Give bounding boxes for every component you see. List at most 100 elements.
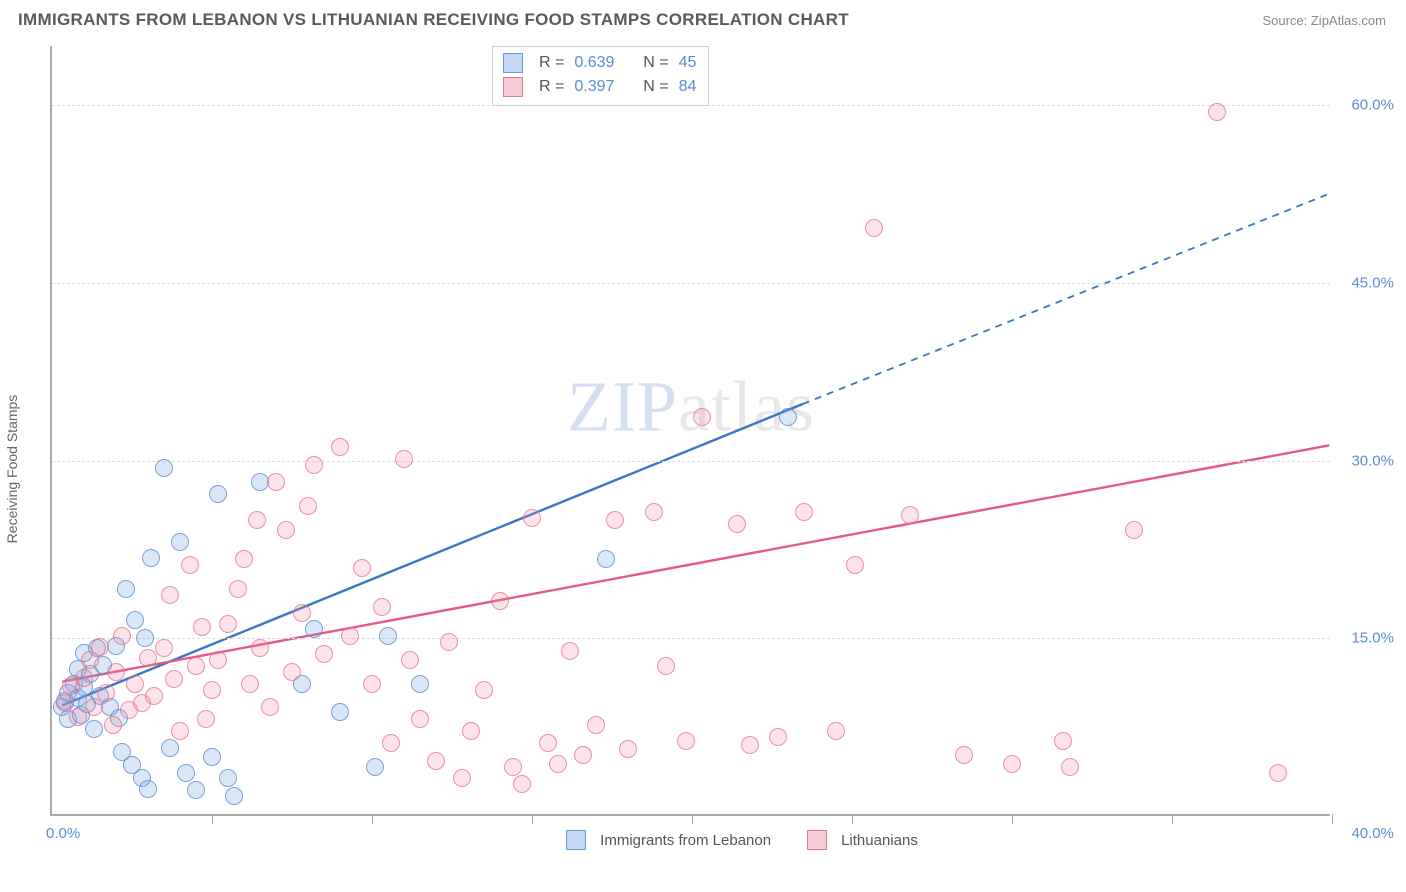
data-point — [827, 722, 845, 740]
swatch-blue-icon — [566, 830, 586, 850]
n-value-lebanon: 45 — [679, 51, 697, 75]
data-point — [427, 752, 445, 770]
data-point — [353, 559, 371, 577]
legend-row-lithuanians: R = 0.397 N = 84 — [503, 75, 696, 99]
data-point — [136, 629, 154, 647]
y-tick-label: 30.0% — [1351, 452, 1394, 469]
data-point — [193, 618, 211, 636]
gridline — [52, 461, 1330, 462]
legend-series: Immigrants from Lebanon Lithuanians — [102, 830, 1382, 850]
y-tick-label: 60.0% — [1351, 97, 1394, 114]
data-point — [75, 669, 93, 687]
data-point — [657, 657, 675, 675]
data-point — [1061, 758, 1079, 776]
swatch-pink-icon — [503, 77, 523, 97]
x-tick — [692, 814, 693, 824]
data-point — [728, 515, 746, 533]
y-tick-label: 45.0% — [1351, 274, 1394, 291]
data-point — [331, 703, 349, 721]
swatch-pink-icon — [807, 830, 827, 850]
x-tick — [532, 814, 533, 824]
data-point — [462, 722, 480, 740]
data-point — [1003, 755, 1021, 773]
data-point — [155, 459, 173, 477]
data-point — [341, 627, 359, 645]
data-point — [1054, 732, 1072, 750]
gridline — [52, 283, 1330, 284]
source-attribution: Source: ZipAtlas.com — [1262, 13, 1386, 28]
legend-item-lebanon: Immigrants from Lebanon — [566, 830, 771, 850]
data-point — [187, 657, 205, 675]
data-point — [549, 755, 567, 773]
data-point — [491, 592, 509, 610]
data-point — [155, 639, 173, 657]
data-point — [97, 684, 115, 702]
data-point — [1269, 764, 1287, 782]
data-point — [283, 663, 301, 681]
trend-lines — [52, 46, 1330, 814]
data-point — [523, 509, 541, 527]
data-point — [219, 615, 237, 633]
data-point — [587, 716, 605, 734]
data-point — [161, 739, 179, 757]
swatch-blue-icon — [503, 53, 523, 73]
data-point — [453, 769, 471, 787]
data-point — [741, 736, 759, 754]
n-label: N = — [643, 75, 668, 99]
x-tick — [1332, 814, 1333, 824]
data-point — [331, 438, 349, 456]
data-point — [187, 781, 205, 799]
data-point — [241, 675, 259, 693]
r-label: R = — [539, 75, 564, 99]
data-point — [248, 511, 266, 529]
data-point — [209, 651, 227, 669]
data-point — [251, 639, 269, 657]
data-point — [229, 580, 247, 598]
data-point — [277, 521, 295, 539]
watermark: ZIPatlas — [567, 365, 815, 448]
legend-item-lithuanians: Lithuanians — [807, 830, 918, 850]
data-point — [363, 675, 381, 693]
data-point — [69, 708, 87, 726]
r-value-lebanon: 0.639 — [574, 51, 614, 75]
data-point — [395, 450, 413, 468]
data-point — [539, 734, 557, 752]
data-point — [171, 533, 189, 551]
data-point — [107, 663, 125, 681]
data-point — [171, 722, 189, 740]
data-point — [955, 746, 973, 764]
data-point — [619, 740, 637, 758]
data-point — [475, 681, 493, 699]
data-point — [411, 710, 429, 728]
data-point — [113, 627, 131, 645]
data-point — [203, 681, 221, 699]
r-label: R = — [539, 51, 564, 75]
data-point — [795, 503, 813, 521]
data-point — [235, 550, 253, 568]
data-point — [139, 780, 157, 798]
watermark-atlas: atlas — [678, 366, 815, 446]
data-point — [165, 670, 183, 688]
data-point — [177, 764, 195, 782]
r-value-lithuanians: 0.397 — [574, 75, 614, 99]
data-point — [126, 611, 144, 629]
y-axis-label: Receiving Food Stamps — [4, 395, 20, 544]
data-point — [145, 687, 163, 705]
gridline — [52, 638, 1330, 639]
data-point — [769, 728, 787, 746]
series-label-lebanon: Immigrants from Lebanon — [600, 832, 771, 849]
data-point — [606, 511, 624, 529]
series-label-lithuanians: Lithuanians — [841, 832, 918, 849]
data-point — [366, 758, 384, 776]
data-point — [181, 556, 199, 574]
data-point — [161, 586, 179, 604]
data-point — [85, 698, 103, 716]
data-point — [203, 748, 221, 766]
data-point — [126, 675, 144, 693]
data-point — [85, 720, 103, 738]
x-tick — [1012, 814, 1013, 824]
data-point — [139, 649, 157, 667]
data-point — [401, 651, 419, 669]
x-tick-min: 0.0% — [46, 825, 80, 842]
source-name: ZipAtlas.com — [1311, 13, 1386, 28]
